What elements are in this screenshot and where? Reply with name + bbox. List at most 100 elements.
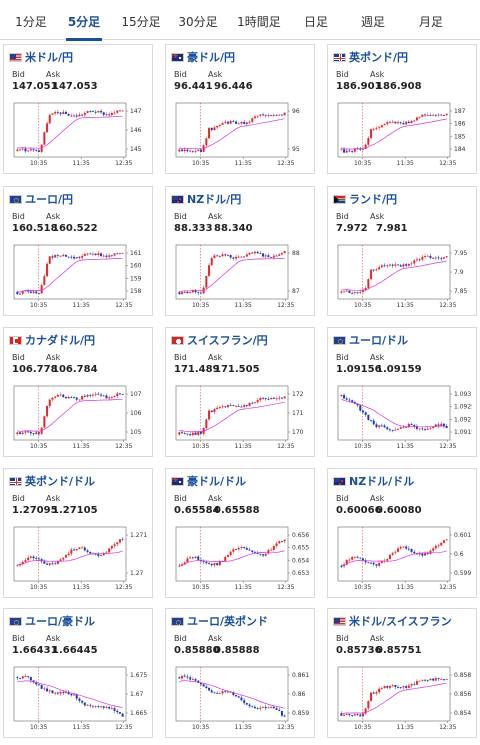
candle-body <box>367 562 370 564</box>
pair-link[interactable]: ユーロ/英ポンド <box>187 615 269 628</box>
rate-card[interactable]: 英ポンド/円 Bid Ask 186.901 186.908 10:35 11:35 12:3… <box>327 44 477 174</box>
pair-link[interactable]: ユーロ/円 <box>25 193 74 206</box>
tab-1[interactable]: 5分足 <box>58 0 110 41</box>
tab-5[interactable]: 日足 <box>303 15 328 29</box>
rate-card[interactable]: カナダドル/円 Bid Ask 106.778 106.784 10:35 11:35 12:… <box>3 327 153 457</box>
candle-body <box>256 708 259 709</box>
candle-body <box>270 257 273 258</box>
y-tick-label: 158 <box>130 288 142 295</box>
quote-labels: Bid Ask <box>336 212 404 221</box>
candle-body <box>62 255 65 257</box>
rate-card[interactable]: ランド/円 Bid Ask 7.972 7.981 10:35 11:35 12:35 7.95… <box>327 186 477 316</box>
candle-body <box>224 121 227 123</box>
moving-average-line <box>179 401 285 433</box>
pair-link[interactable]: ユーロ/ドル <box>349 334 409 347</box>
candle-body <box>240 122 243 124</box>
mini-chart[interactable]: 10:35 11:35 12:35 1.271 1.27 <box>10 521 148 595</box>
candle-body <box>46 563 49 565</box>
mini-chart[interactable]: 10:35 11:35 12:35 147 146 145 <box>10 97 148 171</box>
bid-label: Bid <box>336 70 349 79</box>
mini-chart[interactable]: 10:35 11:35 12:35 1.675 1.67 1.665 <box>10 661 148 735</box>
candle-body <box>48 256 51 264</box>
x-tick-label: 12:35 <box>115 584 132 591</box>
pair-link[interactable]: 米ドル/スイスフラン <box>349 615 452 628</box>
pair-link[interactable]: NZドル/ドル <box>349 475 415 488</box>
candle-body <box>102 255 105 257</box>
pair-link[interactable]: 英ポンド/ドル <box>25 475 96 488</box>
tab-6[interactable]: 週足 <box>360 15 385 29</box>
pair-link[interactable]: スイスフラン/円 <box>187 334 268 347</box>
mini-chart[interactable]: 10:35 11:35 12:35 107 106 105 <box>10 380 148 454</box>
tab-0[interactable]: 1分足 <box>15 15 47 29</box>
candlestick-chart: 10:35 11:35 12:35 88 87 <box>175 244 300 309</box>
plot-area <box>175 244 289 300</box>
pair-link[interactable]: 米ドル/円 <box>25 51 74 64</box>
mini-chart[interactable]: 10:35 11:35 12:35 0.656 0.655 0.654 0.653 <box>172 521 310 595</box>
mini-chart[interactable]: 10:35 11:35 12:35 187 186 185 184 <box>334 97 472 171</box>
candlestick-chart: 10:35 11:35 12:35 187 186 185 184 <box>337 102 466 167</box>
candle-body <box>91 253 94 255</box>
mini-chart[interactable]: 10:35 11:35 12:35 7.95 7.9 7.85 <box>334 239 472 313</box>
rate-card[interactable]: ユーロ/ドル Bid Ask 1.09156 1.09159 10:35 11:35 12:3… <box>327 327 477 457</box>
tab-3[interactable]: 30分足 <box>178 15 218 29</box>
mini-chart[interactable]: 10:35 11:35 12:35 0.858 0.856 0.854 <box>334 661 472 735</box>
candle-body <box>113 395 116 397</box>
candle-body <box>345 559 348 565</box>
pair-link[interactable]: ユーロ/豪ドル <box>25 615 96 628</box>
candlestick-chart: 10:35 11:35 12:35 0.858 0.856 0.854 <box>337 666 471 731</box>
quote-labels: Bid Ask <box>174 212 242 221</box>
mini-chart[interactable]: 10:35 11:35 12:35 88 87 <box>172 239 310 313</box>
rate-card[interactable]: 豪ドル/円 Bid Ask 96.441 96.446 10:35 11:35 12:35 96… <box>165 44 315 174</box>
y-tick-label: 159 <box>130 275 142 282</box>
candle-body <box>110 255 113 257</box>
pair-link[interactable]: カナダドル/円 <box>25 334 96 347</box>
y-tick-label: 95 <box>292 146 300 153</box>
candle-body <box>418 680 421 682</box>
candle-body <box>54 692 57 694</box>
rate-card[interactable]: 英ポンド/ドル Bid Ask 1.27095 1.27105 10:35 11:35 12:… <box>3 468 153 598</box>
mini-chart[interactable]: 10:35 11:35 12:35 0.861 0.86 0.859 <box>172 661 310 735</box>
rate-card[interactable]: スイスフラン/円 Bid Ask 171.489 171.505 10:35 11:35 12… <box>165 327 315 457</box>
rate-card[interactable]: NZドル/ドル Bid Ask 0.60066 0.60080 10:35 11:35 12:… <box>327 468 477 598</box>
mini-chart[interactable]: 10:35 11:35 12:35 1.093 1.0925 1.092 1.0915 <box>334 380 472 454</box>
pair-link[interactable]: 英ポンド/円 <box>349 51 409 64</box>
pair-link[interactable]: 豪ドル/円 <box>187 51 236 64</box>
tab-2[interactable]: 15分足 <box>121 15 161 29</box>
rate-card[interactable]: NZドル/円 Bid Ask 88.333 88.340 10:35 11:35 12:35 8… <box>165 186 315 316</box>
pair-link[interactable]: 豪ドル/ドル <box>187 475 247 488</box>
candle-body <box>24 560 27 562</box>
candle-body <box>407 423 410 428</box>
candle-body <box>73 115 76 117</box>
candle-body <box>208 265 211 276</box>
candle-body <box>245 122 248 125</box>
candle-body <box>353 148 356 152</box>
candle-body <box>199 431 202 434</box>
candle-body <box>27 150 30 152</box>
mini-chart[interactable]: 10:35 11:35 12:35 0.601 0.6 0.599 <box>334 521 472 595</box>
mini-chart[interactable]: 10:35 11:35 12:35 161 160 159 158 <box>10 239 148 313</box>
ca-flag-icon <box>9 335 22 345</box>
rate-card[interactable]: ユーロ/豪ドル Bid Ask 1.66431 1.66445 10:35 11:35 12:… <box>3 608 153 738</box>
candle-body <box>410 423 413 426</box>
y-tick-label: 0.86 <box>292 691 306 698</box>
rate-card[interactable]: 豪ドル/ドル Bid Ask 0.65584 0.65588 10:35 11:35 12:3… <box>165 468 315 598</box>
tab-4[interactable]: 1時間足 <box>237 15 281 29</box>
rate-card[interactable]: ユーロ/円 Bid Ask 160.518 160.522 10:35 11:35 12:35… <box>3 186 153 316</box>
rate-card[interactable]: 米ドル/円 Bid Ask 147.051 147.053 10:35 11:35 12:35… <box>3 44 153 174</box>
rate-card[interactable]: 米ドル/スイスフラン Bid Ask 0.85736 0.85751 10:35 11:35… <box>327 608 477 738</box>
candle-body <box>35 291 38 294</box>
pair-link[interactable]: NZドル/円 <box>187 193 242 206</box>
tab-7[interactable]: 月足 <box>418 15 443 29</box>
y-tick-label: 96 <box>292 108 300 115</box>
x-tick-label: 10:35 <box>354 160 371 167</box>
mini-chart[interactable]: 10:35 11:35 12:35 96 95 <box>172 97 310 171</box>
candle-body <box>407 548 410 550</box>
mini-chart[interactable]: 10:35 11:35 12:35 172 171 170 <box>172 380 310 454</box>
rate-card[interactable]: ユーロ/英ポンド Bid Ask 0.85880 0.85888 10:35 11:35 12… <box>165 608 315 738</box>
candle-body <box>426 428 429 430</box>
candle-body <box>86 253 89 255</box>
candle-body <box>391 552 394 555</box>
candle-body <box>399 687 402 689</box>
candle-body <box>16 291 19 295</box>
pair-link[interactable]: ランド/円 <box>349 193 398 206</box>
